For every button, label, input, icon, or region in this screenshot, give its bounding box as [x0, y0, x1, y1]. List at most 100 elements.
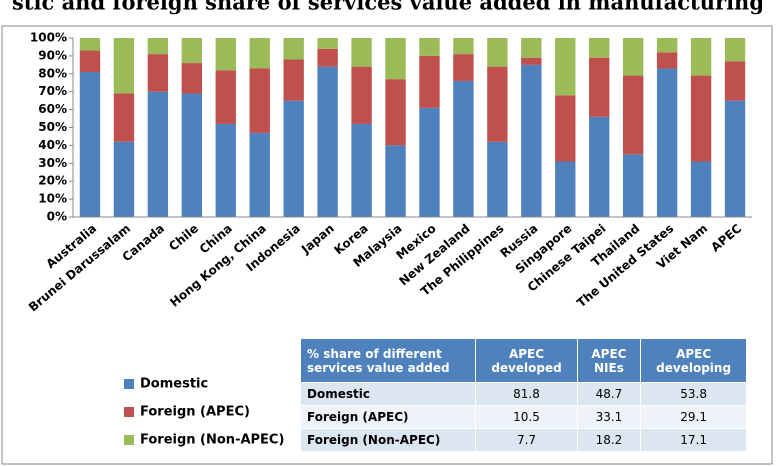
- bar-segment: [147, 38, 169, 55]
- chart-title: stic and foreign share of services value…: [12, 0, 764, 15]
- y-tick-label: 20%: [38, 174, 67, 188]
- bar-segment: [453, 38, 474, 55]
- chart-frame: [1, 25, 773, 465]
- y-tick-label: 10%: [38, 192, 67, 206]
- bar-segment: [453, 80, 474, 218]
- table-cell: 53.8: [640, 382, 747, 406]
- legend-label: Domestic: [140, 377, 208, 392]
- bar-segment: [453, 54, 474, 81]
- summary-table: % share of different services value adde…: [299, 338, 747, 452]
- bar-segment: [249, 38, 270, 69]
- table-row: Domestic 81.8 48.7 53.8: [299, 382, 747, 406]
- bar-segment: [656, 52, 678, 69]
- bar-segment: [589, 116, 610, 217]
- x-tick-label: APEC: [708, 221, 744, 254]
- x-tick-label: Chile: [166, 221, 201, 253]
- bar-segment: [555, 95, 576, 162]
- table-cell: 29.1: [640, 405, 747, 429]
- table-row: Foreign (APEC) 10.5 33.1 29.1: [299, 405, 747, 429]
- y-tick-label: 100%: [30, 31, 67, 45]
- bar-segment: [724, 38, 746, 62]
- bar-segment: [385, 145, 406, 217]
- table-cell: 18.2: [576, 428, 642, 452]
- bar-segment: [656, 38, 678, 53]
- bar-segment: [521, 64, 542, 217]
- table-cell: Foreign (Non-APEC): [299, 428, 477, 452]
- bar-segment: [589, 38, 610, 58]
- bar-segment: [351, 38, 372, 67]
- bar-segment: [589, 57, 610, 117]
- bar-segment: [555, 38, 576, 96]
- bar-segment: [555, 161, 576, 217]
- table-header: % share of different services value adde…: [299, 338, 747, 383]
- table-cell: % share of different services value adde…: [299, 338, 477, 383]
- bar-segment: [622, 154, 644, 217]
- table-cell: APEC developing: [640, 338, 747, 383]
- bar-segment: [622, 75, 644, 155]
- bar-segment: [215, 123, 236, 217]
- table-cell: 7.7: [475, 428, 578, 452]
- bar-segment: [147, 91, 169, 217]
- table-row: Foreign (Non-APEC) 7.7 18.2 17.1: [299, 428, 747, 452]
- bar-segment: [690, 75, 712, 162]
- y-tick-label: 50%: [38, 120, 67, 134]
- bar-segment: [113, 38, 135, 94]
- bar-segment: [622, 38, 644, 76]
- bar-segment: [487, 66, 508, 142]
- bar-segment: [317, 48, 338, 67]
- y-tick-label: 80%: [38, 66, 67, 80]
- x-tick-label: Japan: [298, 221, 337, 257]
- y-tick-label: 40%: [38, 138, 67, 152]
- bar-segment: [181, 93, 203, 217]
- bar-segment: [419, 107, 440, 217]
- table-cell: 48.7: [576, 382, 642, 406]
- legend-swatch: [124, 435, 134, 445]
- bar-segment: [215, 70, 236, 124]
- bar-segment: [283, 100, 304, 217]
- bar-segment: [724, 100, 746, 217]
- bar-segment: [181, 63, 203, 94]
- legend-swatch: [124, 379, 134, 389]
- legend-label: Foreign (Non-APEC): [140, 433, 284, 448]
- table-cell: APEC developed: [475, 338, 578, 383]
- table-cell: 81.8: [475, 382, 578, 406]
- y-tick-label: 30%: [38, 156, 67, 170]
- legend-label: Foreign (APEC): [140, 405, 250, 420]
- bar-segment: [487, 38, 508, 67]
- bar-segment: [181, 38, 203, 64]
- bar-segment: [521, 57, 542, 65]
- table-cell: APEC NIEs: [576, 338, 642, 383]
- bar-segment: [419, 55, 440, 108]
- bar-segment: [79, 38, 101, 51]
- table-cell: Foreign (APEC): [299, 405, 477, 429]
- bar-segment: [79, 72, 101, 217]
- y-tick-label: 0%: [47, 210, 67, 224]
- bar-segment: [113, 141, 135, 217]
- bar-segment: [113, 93, 135, 142]
- legend-swatch: [124, 407, 134, 417]
- bar-segment: [283, 38, 304, 60]
- table-cell: 10.5: [475, 405, 578, 429]
- bar-segment: [724, 61, 746, 101]
- bar-segment: [283, 59, 304, 101]
- y-tick-label: 90%: [38, 48, 67, 62]
- bar-segment: [317, 38, 338, 49]
- bar-segment: [385, 38, 406, 80]
- bar-segment: [690, 38, 712, 76]
- y-tick-label: 60%: [38, 102, 67, 116]
- bar-segment: [385, 79, 406, 146]
- bar-segment: [419, 38, 440, 56]
- y-tick-label: 70%: [38, 84, 67, 98]
- bar-segment: [215, 38, 236, 71]
- bar-segment: [317, 66, 338, 217]
- bar-segment: [351, 123, 372, 217]
- bar-segment: [487, 141, 508, 217]
- bar-segment: [79, 50, 101, 73]
- table-cell: 33.1: [576, 405, 642, 429]
- bar-segment: [147, 54, 169, 92]
- table-cell: 17.1: [640, 428, 747, 452]
- bar-segment: [656, 68, 678, 218]
- bar-segment: [521, 38, 542, 58]
